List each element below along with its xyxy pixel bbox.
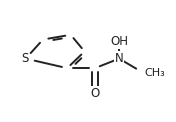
Text: OH: OH [110, 35, 128, 48]
Text: CH₃: CH₃ [144, 68, 165, 78]
Text: N: N [115, 52, 124, 65]
Text: O: O [90, 87, 100, 100]
Text: S: S [21, 52, 29, 65]
